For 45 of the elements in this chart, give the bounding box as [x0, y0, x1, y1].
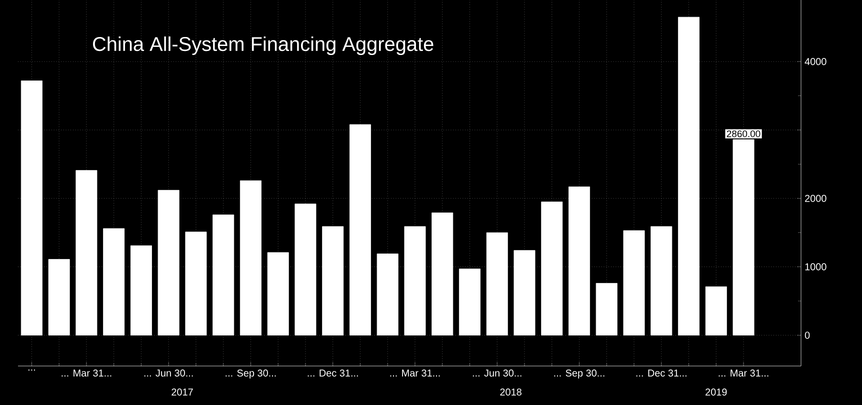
bar — [486, 232, 508, 336]
bar — [322, 226, 344, 336]
bar — [48, 259, 70, 336]
x-tick-label: ... Jun 30... — [144, 370, 193, 377]
y-tick-label: 2000 — [805, 194, 826, 202]
bar — [514, 250, 536, 336]
bar — [568, 186, 590, 336]
y-tick-label: 0 — [804, 332, 810, 339]
bar — [404, 226, 426, 336]
bar — [349, 124, 371, 336]
x-tick-label: ... Sep 30... — [554, 370, 604, 379]
bar — [541, 202, 563, 336]
data-label: 2860.00 — [726, 130, 760, 138]
text: 2018 — [500, 388, 522, 396]
bar — [267, 252, 289, 336]
bar — [76, 170, 98, 336]
bar — [103, 228, 125, 336]
text: 2017 — [172, 388, 193, 396]
bar — [20, 80, 42, 336]
x-tick-label: ... Mar 31... — [62, 370, 112, 377]
text: China All-System Financing Aggregate — [93, 36, 434, 56]
y-tick-label: 4000 — [804, 58, 826, 66]
bar — [678, 16, 700, 336]
y-tick-label: 1000 — [805, 263, 826, 270]
x-tick-label: ... Mar 31... — [718, 370, 768, 377]
bar — [596, 283, 618, 336]
bar — [623, 230, 645, 336]
x-tick-label: ... Mar 31... — [390, 370, 440, 377]
x-tick-label: ... Jun 30... — [472, 370, 522, 377]
x-tick-label: ... — [28, 370, 35, 371]
bar — [294, 204, 316, 336]
x-tick-label: ... Dec 31... — [308, 370, 358, 377]
bar — [376, 254, 398, 336]
x-tick-label: ... Sep 30... — [226, 370, 276, 379]
bar — [212, 214, 234, 336]
bar — [240, 180, 262, 336]
bar — [158, 190, 180, 336]
x-tick-label: ... Dec 31... — [636, 370, 686, 377]
bar — [185, 232, 207, 336]
bar — [130, 245, 152, 336]
bar — [705, 286, 727, 336]
bar — [650, 226, 672, 336]
bar — [432, 212, 454, 336]
text: 2019 — [706, 388, 727, 396]
bar — [459, 268, 480, 336]
